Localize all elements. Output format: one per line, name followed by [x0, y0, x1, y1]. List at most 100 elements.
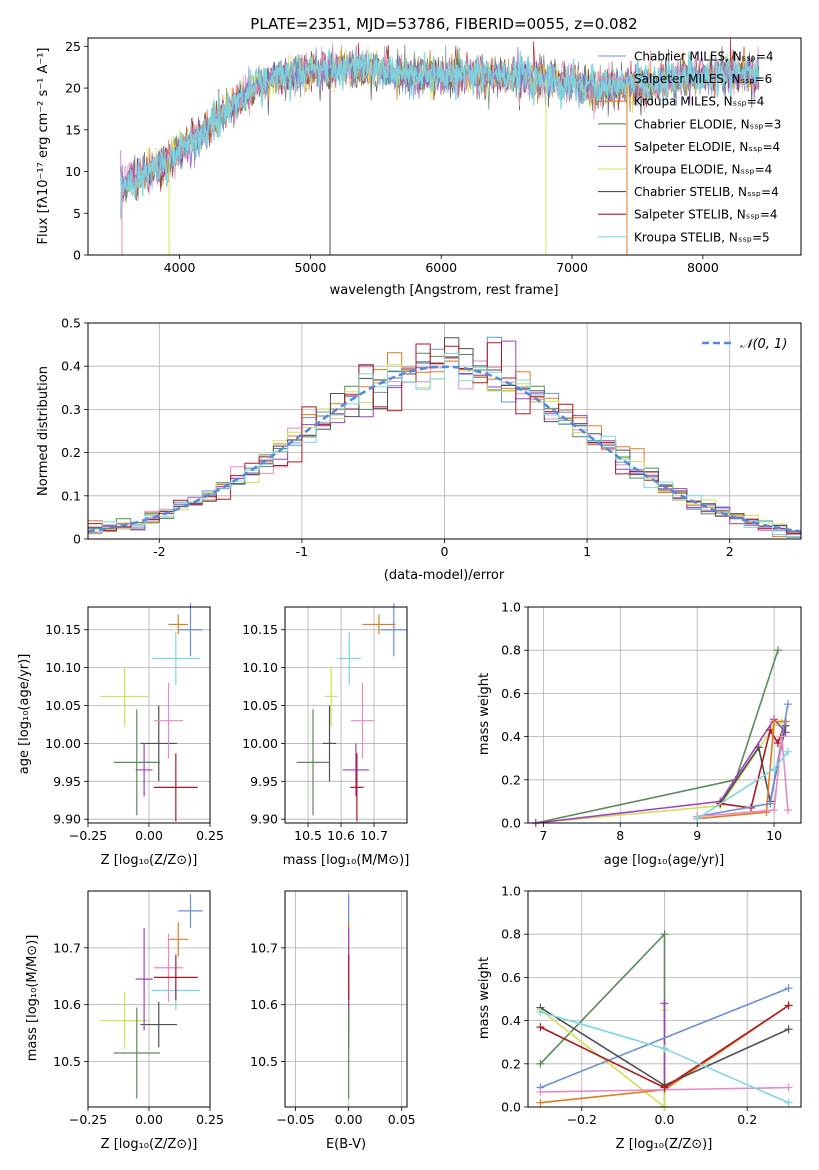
weight-line-salpeter_elodie [535, 717, 787, 824]
weight-vs-Z-xlabel: Z [log₁₀(Z/Z⊙)] [616, 1137, 713, 1152]
x-tick-label: 9 [693, 828, 701, 843]
x-tick-label: 8 [616, 828, 624, 843]
y-tick-label: 0.6 [501, 970, 521, 985]
x-tick-label: -2 [153, 544, 165, 559]
mass-vs-Z-plot-area: −0.25 0.00 0.25 10.5 10.6 10.7 [53, 890, 224, 1127]
y-tick-label: 0.3 [61, 402, 81, 417]
panel-frame [87, 606, 211, 824]
y-tick-label: 10 [65, 164, 81, 179]
spectrum-title: PLATE=2351, MJD=53786, FIBERID=0055, z=0… [250, 15, 637, 33]
y-tick-label: 9.95 [250, 774, 278, 789]
panel-frame [527, 890, 802, 1108]
spectrum-lines [120, 38, 760, 255]
mass-vs-Z-ylabel: mass [log₁₀(M/M⊙)] [25, 935, 40, 1062]
x-tick-label: 7000 [556, 260, 588, 275]
histogram-ylabel: Normed distribution [36, 366, 51, 496]
y-tick-label: 15 [65, 122, 81, 137]
y-tick-label: 20 [65, 81, 81, 96]
x-tick-label: 0.05 [388, 1112, 416, 1127]
y-tick-label: 9.95 [53, 774, 81, 789]
y-tick-label: 10.6 [250, 997, 278, 1012]
x-tick-label: 10.7 [360, 828, 388, 843]
histogram-legend: 𝒩(0, 1) [702, 337, 787, 352]
x-tick-label: 0.00 [135, 1112, 163, 1127]
y-tick-label: 0.6 [501, 686, 521, 701]
weight-vs-Z-plot-area: −0.2 0.0 0.2 0.0 0.2 0.4 0.6 0.8 1.0 [501, 884, 802, 1127]
spectrum-frame [87, 37, 802, 256]
y-tick-label: 0.4 [501, 1013, 521, 1028]
legend-label-chabrier_stelib: Chabrier STELIB, Nₛₛₚ=4 [634, 185, 779, 199]
legend-label-chabrier_elodie: Chabrier ELODIE, Nₛₛₚ=3 [634, 117, 781, 131]
mass-vs-Z-xlabel: Z [log₁₀(Z/Z⊙)] [101, 1137, 198, 1152]
y-tick-label: 0.4 [61, 359, 81, 374]
mass-vs-ebv-plot-area: −0.05 0.00 0.05 10.5 10.6 10.7 [250, 890, 416, 1127]
x-tick-label: 0.25 [196, 1112, 224, 1127]
y-tick-label: 25 [65, 39, 81, 54]
age-vs-mass-panel: 10.5 10.6 10.7 9.90 9.95 10.00 10.05 10.10 10.15… [242, 603, 409, 868]
y-tick-label: 0.8 [501, 643, 521, 658]
y-tick-label: 1.0 [501, 600, 521, 615]
y-tick-label: 0.0 [501, 816, 521, 831]
legend-label-salpeter_stelib: Salpeter STELIB, Nₛₛₚ=4 [634, 208, 778, 222]
x-tick-label: 7 [539, 828, 547, 843]
y-tick-label: 0 [73, 248, 81, 263]
weight-vs-Z-panel: −0.2 0.0 0.2 0.0 0.2 0.4 0.6 0.8 1.0 Z [log₁₀(Z/… [477, 884, 802, 1152]
weight-vs-age-ylabel: mass weight [477, 673, 492, 755]
x-tick-label: 5000 [294, 260, 326, 275]
y-tick-label: 0.2 [501, 1056, 521, 1071]
x-tick-label: −0.25 [69, 1112, 107, 1127]
spectrum-legend: Chabrier MILES, Nₛₛₚ=4 Salpeter MILES, Nₛ… [598, 50, 781, 244]
y-tick-label: 10.15 [242, 622, 278, 637]
x-tick-label: −0.25 [69, 828, 107, 843]
panel-frame [527, 606, 802, 824]
weight-vs-Z-ylabel: mass weight [477, 957, 492, 1039]
y-tick-label: 10.00 [242, 736, 278, 751]
y-tick-label: 10.10 [45, 660, 81, 675]
weight-vs-age-panel: 7 8 9 10 0.0 0.2 0.4 0.6 0.8 1.0 age [log₁₀(age/y… [477, 600, 802, 868]
x-tick-label: 0.0 [655, 1112, 675, 1127]
y-tick-label: 9.90 [53, 812, 81, 827]
spectrum-plot-area [120, 38, 760, 255]
y-tick-label: 0 [73, 532, 81, 547]
weight-line-chabrier_miles [540, 987, 789, 1089]
x-tick-label: 0.00 [335, 1112, 363, 1127]
x-tick-label: 10.5 [294, 828, 322, 843]
x-tick-label: 0 [441, 544, 449, 559]
y-tick-label: 1.0 [501, 884, 521, 899]
weight-vs-age-plot-area: 7 8 9 10 0.0 0.2 0.4 0.6 0.8 1.0 [501, 600, 802, 843]
age-vs-Z-xlabel: Z [log₁₀(Z/Z⊙)] [101, 853, 198, 868]
age-vs-Z-plot-area: −0.25 0.00 0.25 9.90 9.95 10.00 10.05 10.10 10.1… [45, 603, 224, 843]
x-tick-label: 6000 [425, 260, 457, 275]
x-tick-label: −0.2 [567, 1112, 597, 1127]
legend-label-salpeter_miles: Salpeter MILES, Nₛₛₚ=6 [634, 72, 772, 86]
y-tick-label: 5 [73, 206, 81, 221]
mass-vs-ebv-panel: −0.05 0.00 0.05 10.5 10.6 10.7 E(B-V) [250, 890, 416, 1152]
weight-line-salpeter_miles [697, 736, 789, 818]
y-tick-label: 10.15 [45, 622, 81, 637]
y-tick-label: 0.2 [61, 445, 81, 460]
histogram-panel: -2 -1 0 1 2 0 0.1 0.2 0.3 0.4 0.5 (data-model)/err… [36, 316, 802, 583]
panel-frame [87, 890, 211, 1108]
histogram-ticks: -2 -1 0 1 2 0 0.1 0.2 0.3 0.4 0.5 [61, 316, 734, 560]
legend-label-chabrier_miles: Chabrier MILES, Nₛₛₚ=4 [634, 50, 774, 64]
spectrum-ticks: 4000 5000 6000 7000 8000 0 5 10 15 20 25 [65, 39, 719, 275]
x-tick-label: 0.00 [135, 828, 163, 843]
y-tick-label: 10.5 [250, 1054, 278, 1069]
spectrum-ylabel: Flux [fλ10⁻¹⁷ erg cm⁻² s⁻¹ A⁻¹] [36, 48, 51, 245]
weight-vs-age-xlabel: age [log₁₀(age/yr)] [604, 853, 725, 868]
x-tick-label: −0.05 [276, 1112, 314, 1127]
y-tick-label: 10.6 [53, 997, 81, 1012]
y-tick-label: 0.1 [61, 488, 81, 503]
spectrum-xlabel: wavelength [Angstrom, rest frame] [330, 283, 559, 298]
legend-label-kroupa_miles: Kroupa MILES, Nₛₛₚ=4 [634, 95, 764, 109]
y-tick-label: 10.00 [45, 736, 81, 751]
mass-vs-Z-panel: −0.25 0.00 0.25 10.5 10.6 10.7 Z [log₁₀(Z/Z⊙)… [25, 890, 224, 1152]
x-tick-label: 10.6 [327, 828, 355, 843]
weight-line-kroupa_miles [697, 720, 786, 820]
y-tick-label: 0.5 [61, 316, 81, 331]
age-vs-Z-panel: −0.25 0.00 0.25 9.90 9.95 10.00 10.05 10.10 10.1… [17, 603, 224, 868]
spectrum-panel: PLATE=2351, MJD=53786, FIBERID=0055, z=0… [36, 15, 802, 298]
histogram-xlabel: (data-model)/error [384, 568, 505, 583]
x-tick-label: -1 [296, 544, 308, 559]
